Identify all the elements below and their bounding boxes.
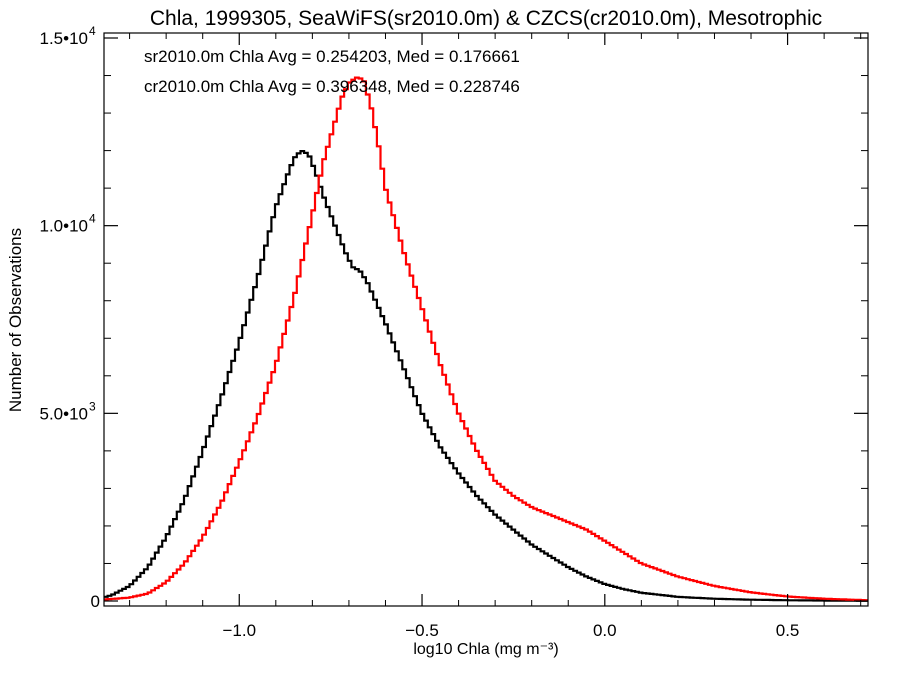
y-tick-label: 0 (91, 592, 100, 611)
x-tick-label: −0.5 (405, 621, 439, 640)
y-tick-exponent: 3 (89, 399, 96, 413)
y-tick-label: 5.0•10 (40, 404, 89, 423)
y-tick-exponent: 4 (89, 212, 96, 226)
x-axis-label: log10 Chla (mg m⁻³) (413, 641, 558, 658)
x-tick-label: 0.5 (776, 621, 800, 640)
y-axis-label: Number of Observations (6, 228, 25, 412)
y-tick-label: 1.5•10 (40, 29, 89, 48)
legend-annotation-red: cr2010.0m Chla Avg = 0.396348, Med = 0.2… (144, 77, 520, 96)
y-tick-label: 1.0•10 (40, 217, 89, 236)
chart-title: Chla, 1999305, SeaWiFS(sr2010.0m) & CZCS… (150, 7, 822, 30)
plot-frame (103, 32, 869, 607)
legend-annotation-black: sr2010.0m Chla Avg = 0.254203, Med = 0.1… (144, 47, 520, 66)
series-black-line (104, 150, 868, 602)
x-tick-label: 0.0 (593, 621, 617, 640)
y-tick-exponent: 4 (89, 24, 96, 38)
series-red-line (104, 76, 868, 602)
x-tick-label: −1.0 (222, 621, 256, 640)
